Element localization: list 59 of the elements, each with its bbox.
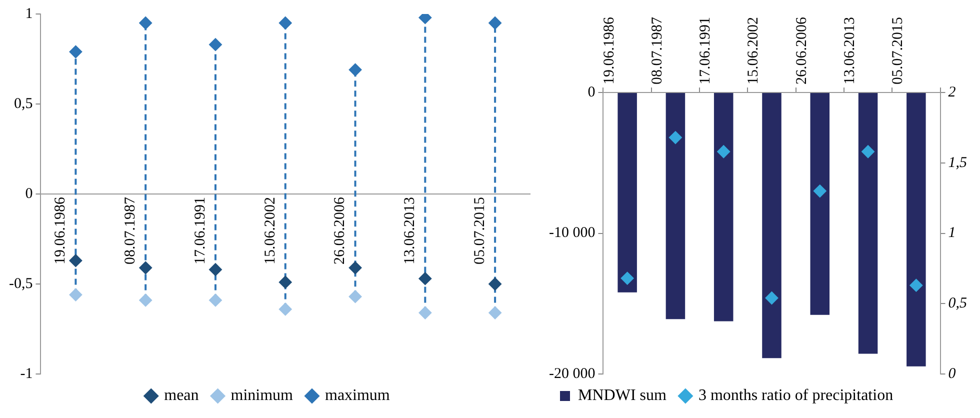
point	[418, 272, 432, 286]
point	[488, 306, 502, 320]
point	[278, 276, 292, 289]
y-tick-label: -1	[20, 366, 33, 382]
point	[208, 263, 222, 276]
x-tick-label: 19.06.1986	[52, 196, 69, 264]
x-tick-label: 26.06.2006	[794, 16, 810, 84]
x-tick-label: 05.07.2015	[472, 197, 488, 264]
y2-tick-label: 1	[948, 225, 956, 242]
y-tick-label: 0	[25, 186, 33, 202]
y2-tick-label: 0	[948, 366, 956, 382]
x-tick-label: 08.07.1987	[649, 16, 666, 84]
x-tick-label: 05.07.2015	[890, 17, 906, 84]
point	[348, 290, 362, 304]
point	[278, 16, 292, 30]
x-tick-label: 26.06.2006	[332, 196, 348, 264]
y2-tick-label: 1,5	[948, 154, 968, 171]
point	[139, 16, 152, 30]
point	[69, 288, 82, 302]
x-tick-label: 19.06.1986	[601, 16, 618, 84]
y-tick-label: 1	[25, 6, 33, 22]
point	[620, 272, 634, 285]
y2-tick-label: 0,5	[948, 296, 968, 312]
x-tick-label: 15.06.2002	[746, 17, 762, 84]
y-tick-label: 0	[588, 84, 596, 100]
point	[139, 294, 152, 307]
x-tick-label: 15.06.2002	[262, 197, 278, 264]
y-tick-label: -0,5	[8, 276, 33, 292]
point	[668, 131, 682, 144]
point	[348, 261, 362, 274]
x-tick-label: 13.06.2013	[402, 197, 418, 264]
y-tick-label: -10 000	[548, 225, 596, 242]
x-tick-label: 17.06.1991	[698, 17, 714, 84]
legend-label: minimum	[230, 387, 294, 404]
y-tick-label: -20 000	[548, 366, 596, 382]
legend-label: MNDWI sum	[578, 387, 667, 404]
point	[813, 184, 826, 198]
legend-label: maximum	[324, 387, 390, 404]
x-tick-label: 08.07.1987	[122, 196, 139, 264]
point	[69, 45, 82, 58]
x-tick-label: 13.06.2013	[842, 17, 858, 84]
point	[717, 145, 730, 158]
point	[765, 291, 778, 304]
y-tick-label: 0,5	[14, 96, 33, 112]
point	[910, 278, 923, 292]
point	[208, 38, 222, 52]
point	[208, 294, 222, 307]
y2-tick-label: 2	[948, 84, 956, 100]
point	[278, 302, 292, 316]
point	[488, 16, 502, 30]
point	[348, 63, 362, 76]
point	[69, 254, 82, 268]
point	[862, 145, 875, 158]
point	[139, 261, 152, 274]
point	[418, 306, 432, 320]
legend-label: 3 months ratio of precipitation	[698, 387, 894, 404]
x-tick-label: 17.06.1991	[192, 197, 208, 264]
legend-label: mean	[164, 387, 199, 404]
point	[488, 278, 502, 290]
